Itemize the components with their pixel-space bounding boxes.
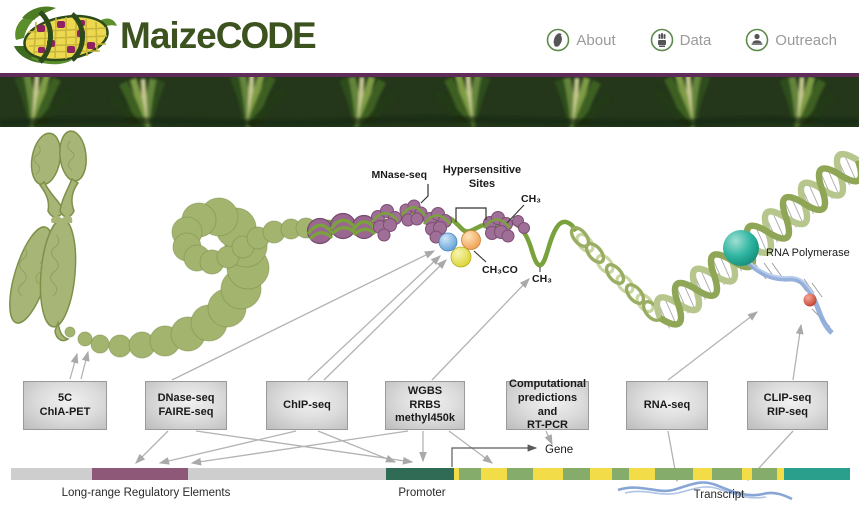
assay-box-computational: Computational predictions and RT-PCR [506, 378, 589, 431]
person-desk-icon [745, 28, 769, 52]
gene-bar-segment-gene-body [563, 468, 590, 480]
gene-bar [11, 468, 850, 480]
gene-bar-segment-gene-body [712, 468, 742, 480]
gene-bar-segment-gene-body [507, 468, 533, 480]
chromatin-to-transcript-figure: MNase-seq Hypersensitive Sites CH₃ CH₃CO… [9, 130, 859, 501]
corn-logo-icon [14, 6, 117, 65]
gene-label: Gene [545, 444, 573, 456]
gene-bar-segment-gene-end [784, 468, 850, 480]
assay-box-wgbs: WGBS RRBS methyl450k [385, 381, 465, 430]
rbp-red-ball [803, 293, 817, 307]
maizecode-logo[interactable]: MaizeCODE [10, 2, 317, 70]
gene-bar-segment-gene-body [590, 468, 612, 480]
nascent-transcript-ribbon [742, 255, 834, 335]
corn-leaf-banner [0, 77, 859, 127]
gene-bar-segment-gene-body [612, 468, 629, 480]
gene-bar-segment-gene-body [454, 468, 459, 480]
solenoid-beads [306, 212, 377, 245]
brand-wordmark: MaizeCODE [120, 15, 317, 57]
chromatin-fiber [64, 197, 317, 359]
histone-mark-yellow-ball [450, 246, 472, 268]
assay-box-5c-chia-pet: 5C ChIA-PET [23, 381, 107, 430]
nav-label-data: Data [679, 31, 712, 49]
main-nav: About Data [546, 28, 837, 52]
nav-item-data[interactable]: Data [650, 28, 712, 52]
nav-label-about: About [576, 31, 616, 49]
gene-annotation: Gene [451, 444, 573, 467]
assay-box-dnase-faire: DNase-seq FAIRE-seq [145, 381, 227, 430]
histone-mark-orange-ball [461, 230, 481, 250]
assay-box-chip-seq: ChIP-seq [266, 381, 348, 430]
corn-icon [547, 28, 570, 52]
ch3-top-label: CH₃ [521, 193, 541, 205]
chromosome-texture [17, 140, 75, 297]
hypersensitive-label-line2: Sites [469, 178, 495, 190]
ch3-bottom-label: CH₃ [532, 273, 552, 285]
gene-bar-segment-gene-body [629, 468, 655, 480]
hypersensitive-label-line1: Hypersensitive [443, 164, 521, 176]
dna-coil [569, 226, 663, 322]
gene-bar-segment-gene-body [481, 468, 507, 480]
gene-bar-segment-promoter [386, 468, 454, 480]
long-range-regulatory-label: Long-range Regulatory Elements [61, 487, 231, 499]
ch3co-label: CH₃CO [482, 264, 518, 276]
chromosome [9, 130, 87, 342]
site-header: MaizeCODE About [0, 0, 859, 73]
gene-bar-segment-gene-body [742, 468, 752, 480]
gene-bar-segment-gene-body [533, 468, 563, 480]
promoter-label: Promoter [398, 487, 446, 499]
transcript-squiggle [617, 481, 793, 501]
gene-bar-segment-gene-body [459, 468, 481, 480]
rna-polymerase-ball [723, 230, 759, 266]
rna-polymerase-label: RNA Polymerase [766, 247, 850, 259]
nucleosome-wraps [370, 205, 512, 229]
sequencer-icon [650, 28, 673, 52]
nav-label-outreach: Outreach [775, 31, 837, 49]
nav-item-about[interactable]: About [546, 28, 616, 52]
brand-name-code: CODE [215, 15, 317, 56]
assay-to-structure-arrows [69, 250, 804, 381]
gene-bar-segment-gene-body [752, 468, 777, 480]
purple-divider [0, 73, 859, 77]
histone-mark-blue-ball [438, 232, 458, 252]
structure-annotations: MNase-seq Hypersensitive Sites CH₃ CH₃CO… [372, 164, 850, 285]
mnase-seq-label: MNase-seq [372, 169, 427, 181]
assay-box-rna-seq: RNA-seq [626, 381, 708, 430]
gene-bar-segment-intergenic [188, 468, 386, 480]
gene-bar-segment-gene-body [655, 468, 693, 480]
gene-bar-segment-gene-body [777, 468, 784, 480]
gene-bar-segment-gene-body [693, 468, 712, 480]
gene-bar-segment-intergenic [11, 468, 92, 480]
gene-bar-segment-long-range-regulatory [92, 468, 188, 480]
nav-item-outreach[interactable]: Outreach [745, 28, 837, 52]
transcript-label: Transcript [693, 489, 745, 501]
brand-name-maize: Maize [120, 15, 217, 56]
assay-box-clip-rip: CLIP-seq RIP-seq [747, 381, 828, 430]
